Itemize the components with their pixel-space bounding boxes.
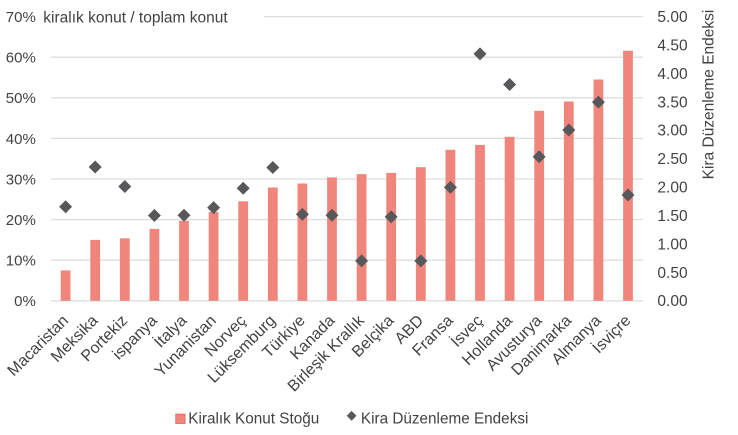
svg-text:40%: 40% bbox=[6, 131, 36, 148]
svg-text:kiralık konut / toplam konut: kiralık konut / toplam konut bbox=[43, 9, 228, 26]
svg-text:70%: 70% bbox=[6, 9, 36, 26]
svg-text:4.50: 4.50 bbox=[657, 37, 688, 54]
svg-text:Kira Düzenleme Endeksi: Kira Düzenleme Endeksi bbox=[361, 410, 529, 427]
svg-text:Kiralık Konut Stoğu: Kiralık Konut Stoğu bbox=[188, 410, 319, 427]
svg-text:2.50: 2.50 bbox=[657, 151, 688, 168]
svg-text:1.00: 1.00 bbox=[657, 236, 688, 253]
svg-text:0.50: 0.50 bbox=[657, 265, 688, 282]
svg-text:20%: 20% bbox=[6, 212, 36, 229]
svg-text:10%: 10% bbox=[6, 253, 36, 270]
svg-text:Kira Düzenleme Endeksi: Kira Düzenleme Endeksi bbox=[701, 10, 718, 180]
svg-text:3.50: 3.50 bbox=[657, 94, 688, 111]
svg-text:4.00: 4.00 bbox=[657, 66, 688, 83]
svg-text:0%: 0% bbox=[14, 293, 36, 310]
svg-text:60%: 60% bbox=[6, 50, 36, 67]
svg-text:50%: 50% bbox=[6, 90, 36, 107]
svg-text:2.00: 2.00 bbox=[657, 180, 688, 197]
svg-text:1.50: 1.50 bbox=[657, 208, 688, 225]
svg-text:30%: 30% bbox=[6, 171, 36, 188]
svg-text:0.00: 0.00 bbox=[657, 293, 688, 310]
svg-text:5.00: 5.00 bbox=[657, 9, 688, 26]
svg-text:3.00: 3.00 bbox=[657, 123, 688, 140]
